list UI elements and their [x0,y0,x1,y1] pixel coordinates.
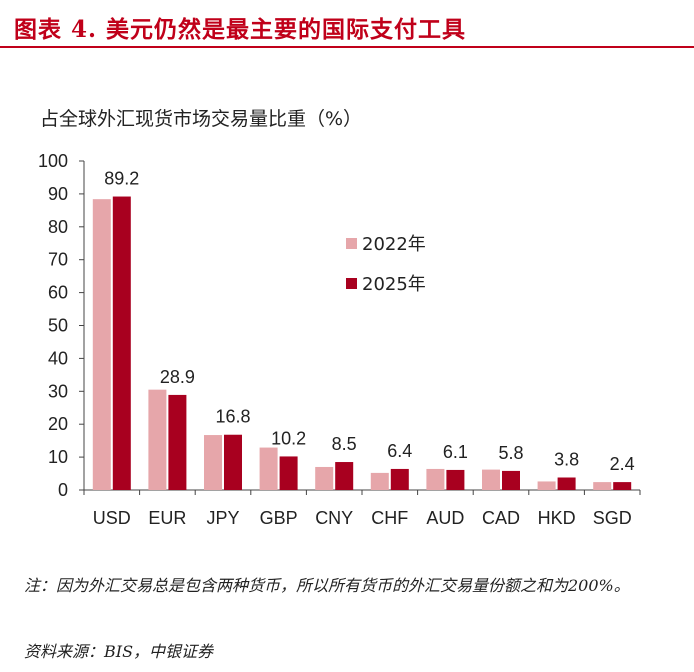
bar-eur-2025 [168,394,187,490]
bar-sgd-2025 [613,482,632,490]
x-tick-label-cad: CAD [482,508,520,528]
legend-label-2025: 2025年 [362,274,426,295]
x-tick-label-cny: CNY [315,508,353,528]
data-label-cad: 5.8 [498,443,523,463]
x-tick-label-gbp: GBP [260,508,298,528]
data-label-sgd: 2.4 [610,454,635,474]
x-tick-label-chf: CHF [371,508,408,528]
bar-chf-2022 [370,472,389,490]
bar-chart: 0 10 20 30 40 50 60 70 80 90 100 89.2 USD 28.9 EUR 16.8… [38,151,641,528]
bar-cny-2022 [315,466,334,490]
x-tick-label-hkd: HKD [538,508,576,528]
bar-gbp-2025 [279,456,298,490]
data-label-chf: 6.4 [387,441,412,461]
bar-eur-2022 [148,389,167,490]
data-label-aud: 6.1 [443,442,468,462]
y-tick-label: 90 [48,184,68,204]
bar-cad-2025 [502,470,520,490]
bar-usd-2022 [92,199,111,490]
bar-aud-2022 [426,468,445,490]
bar-cad-2022 [482,469,500,490]
data-label-usd: 89.2 [104,169,139,189]
x-tick-label-aud: AUD [426,508,464,528]
chart-subtitle: 占全球外汇现货市场交易量比重（%） [40,108,363,130]
bar-gbp-2022 [259,447,278,490]
bar-hkd-2022 [537,481,556,490]
bar-hkd-2025 [557,477,576,490]
data-label-hkd: 3.8 [554,449,579,469]
figure-title: 图表 4. 美元仍然是最主要的国际支付工具 [14,16,467,43]
y-tick-label: 70 [48,250,68,270]
legend-swatch-2025 [346,278,357,289]
data-label-jpy: 16.8 [215,407,250,427]
y-tick-label: 10 [48,447,68,467]
chart-source: 资料来源：BIS，中银证券 [24,642,214,661]
bar-aud-2025 [446,469,465,490]
title-divider [0,46,694,48]
y-tick-label: 40 [48,348,68,368]
data-label-eur: 28.9 [160,367,195,387]
chart-note: 注：因为外汇交易总是包含两种货币，所以所有货币的外汇交易量份额之和为200%。 [24,576,630,595]
legend-swatch-2022 [346,238,357,249]
y-tick-label: 0 [58,480,68,500]
bar-sgd-2022 [593,482,612,490]
bar-cny-2025 [335,462,354,490]
y-tick-label: 60 [48,283,68,303]
bar-usd-2025 [112,196,131,491]
legend-label-2022: 2022年 [362,234,426,255]
x-tick-label-jpy: JPY [206,508,239,528]
bar-jpy-2022 [204,435,222,490]
bar-jpy-2025 [224,434,242,490]
y-tick-label: 50 [48,316,68,336]
y-tick-label: 20 [48,414,68,434]
data-label-gbp: 10.2 [271,428,306,448]
y-tick-label: 100 [38,151,68,171]
x-tick-label-eur: EUR [148,508,186,528]
y-tick-label: 80 [48,217,68,237]
x-tick-label-usd: USD [93,508,131,528]
data-label-cny: 8.5 [332,434,357,454]
x-tick-label-sgd: SGD [593,508,632,528]
y-tick-label: 30 [48,381,68,401]
bar-chf-2025 [390,468,409,490]
